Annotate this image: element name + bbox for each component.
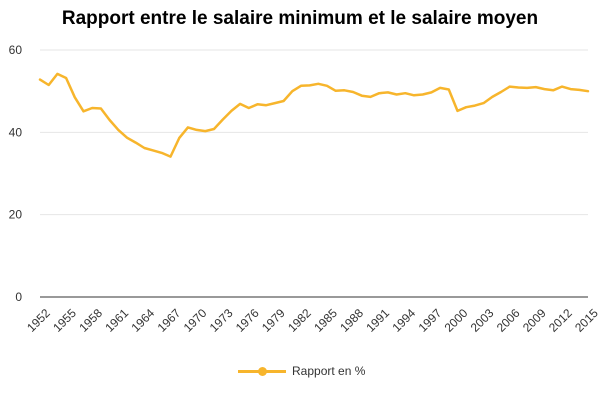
y-tick-label: 60: [9, 43, 23, 57]
legend-swatch: [238, 362, 286, 380]
x-tick-label: 1982: [285, 306, 314, 335]
x-tick-label: 1976: [233, 306, 262, 335]
x-tick-label: 1973: [207, 306, 236, 335]
x-tick-label: 1970: [181, 306, 210, 335]
x-tick-label: 1985: [311, 306, 340, 335]
x-tick-label: 1958: [76, 306, 105, 335]
x-tick-label: 1979: [259, 306, 288, 335]
x-tick-label: 2012: [546, 306, 575, 335]
y-tick-label: 0: [15, 290, 22, 304]
chart-title: Rapport entre le salaire minimum et le s…: [61, 8, 539, 29]
y-tick-label: 20: [9, 208, 23, 222]
legend[interactable]: Rapport en %: [238, 362, 365, 380]
legend-label: Rapport en %: [292, 364, 366, 378]
x-tick-label: 1964: [129, 306, 158, 335]
x-tick-label: 1991: [363, 306, 392, 335]
y-tick-label: 40: [9, 125, 23, 139]
x-tick-label: 1988: [337, 306, 366, 335]
series-line: [38, 72, 590, 158]
legend-dot: [258, 367, 267, 376]
x-tick-label: 2009: [520, 306, 549, 335]
x-tick-label: 1967: [155, 306, 184, 335]
x-tick-label: 1955: [50, 306, 79, 335]
x-tick-label: 1994: [389, 306, 418, 335]
x-tick-label: 1952: [24, 306, 53, 335]
x-tick-label: 2006: [494, 306, 523, 335]
x-tick-label: 1961: [102, 306, 131, 335]
x-tick-label: 2015: [572, 306, 600, 335]
x-tick-label: 1997: [416, 306, 445, 335]
x-tick-label: 2000: [442, 306, 471, 335]
x-tick-label: 2003: [468, 306, 497, 335]
